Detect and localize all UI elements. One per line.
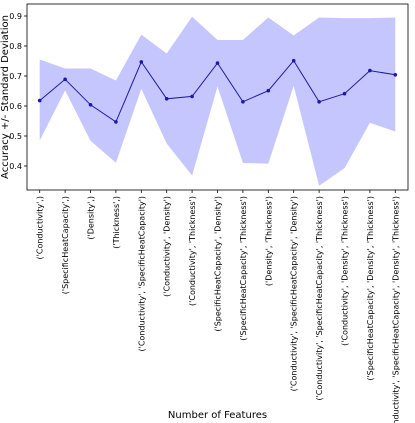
data-point [266, 88, 271, 93]
x-tick-label: ('Conductivity', 'SpecificHeatCapacity',… [290, 196, 299, 391]
data-point [63, 77, 67, 82]
x-tick-label: ('Conductivity', 'SpecificHeatCapacity',… [315, 196, 324, 401]
data-point [368, 68, 372, 73]
y-tick-label: 0.7 [9, 72, 22, 81]
data-point [88, 103, 93, 107]
std-band [39, 16, 396, 186]
data-point [37, 98, 42, 103]
data-point [317, 100, 321, 104]
x-tick-label: ('Thickness',) [112, 196, 121, 249]
x-tick-label: ('Conductivity', 'SpecificHeatCapacity',… [391, 196, 400, 423]
data-point [291, 58, 296, 63]
y-tick-label: 0.8 [9, 42, 22, 51]
data-point [215, 61, 220, 65]
x-tick-label: ('SpecificHeatCapacity', 'Thickness') [239, 196, 248, 341]
data-point [342, 91, 347, 96]
x-tick-label: ('SpecificHeatCapacity', 'Density') [214, 196, 223, 332]
y-tick-label: 0.5 [9, 132, 22, 141]
x-axis-ticks: ('Conductivity',) ('SpecificHeatCapacity'… [36, 190, 400, 423]
x-tick-label: ('SpecificHeatCapacity',) [61, 196, 70, 294]
std-band-layer [39, 16, 396, 186]
mean-points-layer [37, 58, 398, 124]
y-axis-ticks: 0.4 0.5 0.6 0.7 0.8 0.9 [9, 12, 27, 171]
data-point [241, 100, 245, 104]
data-point [114, 120, 118, 124]
x-tick-label: ('Conductivity', 'Density', 'Thickness') [341, 196, 350, 346]
y-tick-label: 0.9 [9, 12, 22, 21]
y-tick-label: 0.6 [9, 102, 22, 111]
y-tick-label: 0.4 [9, 162, 22, 171]
x-tick-label: ('Density', 'Thickness') [264, 196, 273, 286]
data-point [393, 73, 398, 77]
x-tick-label: ('Conductivity', 'Thickness') [188, 196, 197, 306]
x-tick-label: ('Density',) [87, 196, 96, 240]
data-point [139, 60, 144, 64]
y-axis-label: Accuracy +/- Standard Deviation [0, 15, 11, 179]
data-point [190, 94, 194, 99]
x-axis-label: Number of Features [168, 410, 267, 421]
x-tick-label: ('Conductivity', 'Density') [163, 196, 172, 297]
x-tick-label: ('Conductivity', 'SpecificHeatCapacity') [137, 196, 146, 351]
x-tick-label: ('Conductivity',) [36, 196, 45, 259]
data-point [164, 97, 169, 101]
x-tick-label: ('SpecificHeatCapacity', 'Density', 'Thi… [366, 196, 375, 381]
